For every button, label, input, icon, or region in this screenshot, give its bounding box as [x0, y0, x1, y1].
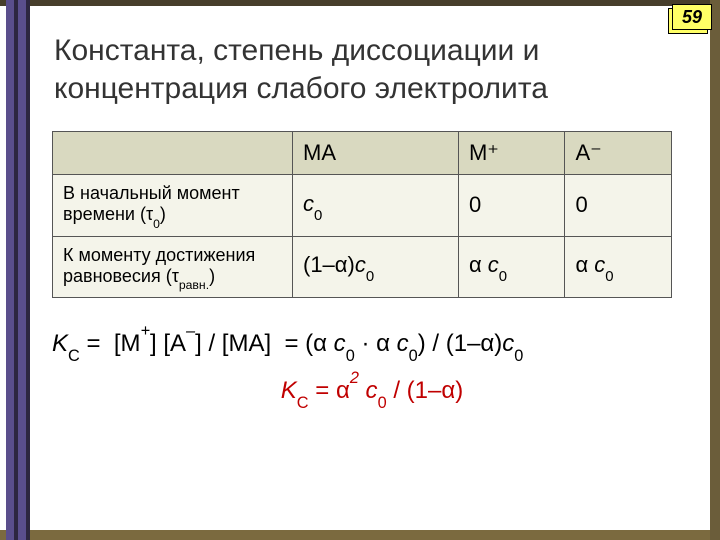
- th-blank: [53, 132, 293, 175]
- bottom-bar: [0, 530, 720, 540]
- left-stripes: [0, 0, 36, 540]
- equation-kc-simplified: KC = α2 c0 / (1–α): [52, 371, 692, 412]
- row1-mplus: 0: [458, 175, 565, 237]
- row2-label: К моменту достижения равновесия (τравн.): [53, 236, 293, 298]
- row2-ma: (1–α)c0: [293, 236, 459, 298]
- table-header-row: MA M⁺ A⁻: [53, 132, 672, 175]
- th-a-minus: A⁻: [565, 132, 672, 175]
- row2-mplus: α c0: [458, 236, 565, 298]
- equation-kc-full: KC = [M+] [A–] / [MA] = (α c0 · α c0) / …: [52, 324, 692, 365]
- right-stripe: [710, 0, 720, 540]
- concentration-table: MA M⁺ A⁻ В начальный момент времени (τ0)…: [52, 131, 672, 298]
- page-number-badge: 59: [672, 4, 712, 30]
- slide: 59 59 Константа, степень диссоциации и к…: [0, 0, 720, 540]
- slide-title: Константа, степень диссоциации и концент…: [54, 32, 690, 107]
- row2-aminus: α c0: [565, 236, 672, 298]
- top-bar: [0, 0, 720, 6]
- th-m-plus: M⁺: [458, 132, 565, 175]
- th-ma: MA: [293, 132, 459, 175]
- row1-ma: c0: [293, 175, 459, 237]
- page-number: 59: [682, 7, 702, 27]
- table-row: В начальный момент времени (τ0) c0 0 0: [53, 175, 672, 237]
- table-row: К моменту достижения равновесия (τравн.)…: [53, 236, 672, 298]
- row1-aminus: 0: [565, 175, 672, 237]
- row1-label: В начальный момент времени (τ0): [53, 175, 293, 237]
- content-area: Константа, степень диссоциации и концент…: [42, 20, 702, 418]
